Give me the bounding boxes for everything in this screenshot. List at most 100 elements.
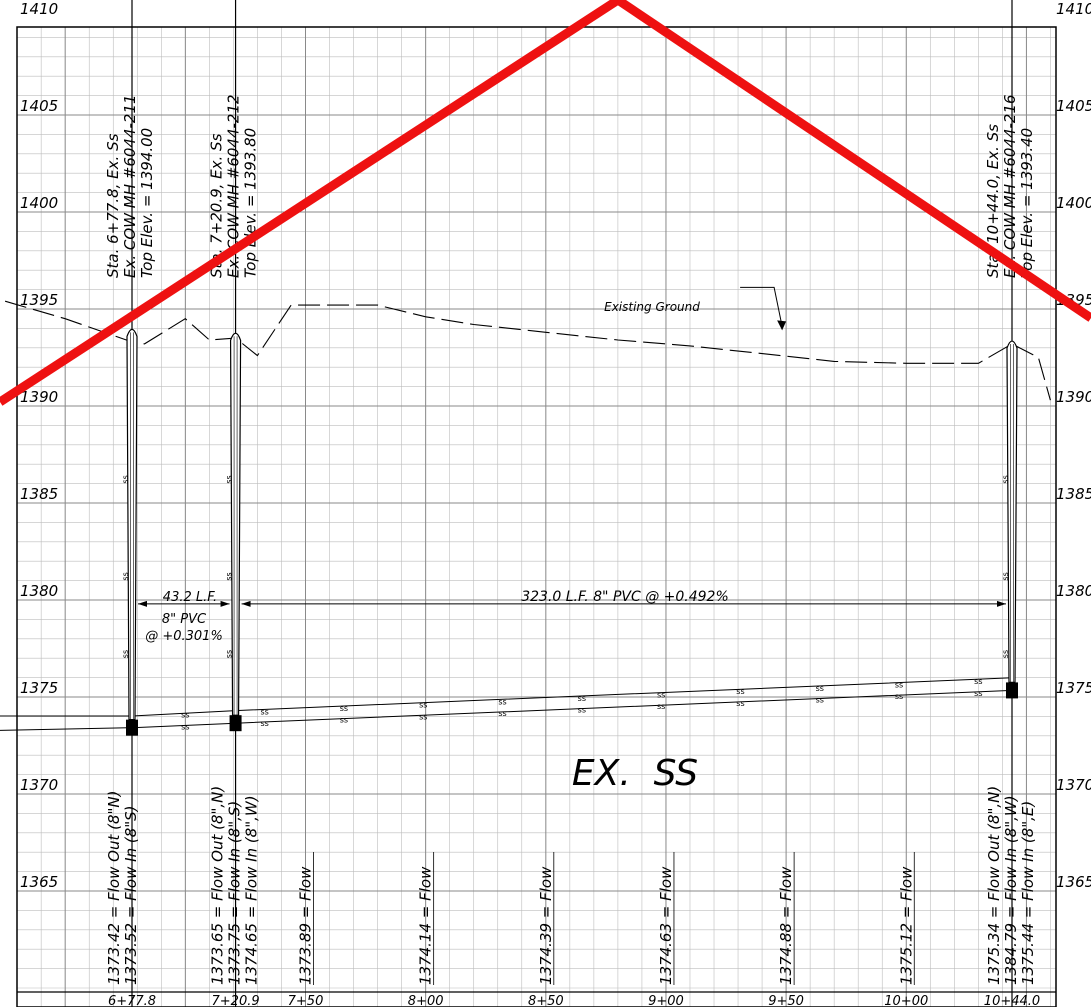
pipe-ss-marker: ss bbox=[498, 697, 506, 706]
manhole-ss-marker: ss bbox=[121, 650, 130, 658]
pipe-ss-marker: ss bbox=[736, 687, 744, 696]
manhole-ss-marker: ss bbox=[225, 572, 234, 580]
manhole-3-info-line: Ex. COW MH #6044-216 bbox=[1001, 94, 1019, 278]
manhole-2-base bbox=[229, 715, 242, 732]
dimension-lines bbox=[138, 600, 1006, 607]
elevation-label-right: 1385 bbox=[1056, 485, 1091, 503]
flow-label: 1374.14 = Flow bbox=[417, 866, 435, 985]
pipe-length-label-1: 43.2 L.F. bbox=[163, 590, 217, 605]
pipe-ss-marker: ss bbox=[816, 696, 824, 705]
red-x-mark bbox=[0, 0, 1091, 406]
pipe-ss-marker: ss bbox=[340, 704, 348, 713]
manhole-ss-marker: ss bbox=[1001, 475, 1010, 483]
pipe-ss-marker: ss bbox=[736, 699, 744, 708]
elevation-label-right: 1390 bbox=[1056, 388, 1091, 406]
elevation-label-right: 1410 bbox=[1056, 0, 1091, 18]
ground-label-arrowhead bbox=[777, 320, 787, 331]
manhole-ss-marker: ss bbox=[225, 475, 234, 483]
pipe-ss-marker: ss bbox=[657, 702, 665, 711]
station-label: 10+00 bbox=[884, 994, 928, 1007]
manhole-ss-marker: ss bbox=[225, 650, 234, 658]
manhole-2-info-line: Ex. COW MH #6044-212 bbox=[225, 94, 243, 278]
manhole-2-flow-line: 1373.65 = Flow Out (8",N) bbox=[209, 786, 227, 985]
pipe-ss-marker: ss bbox=[260, 707, 268, 716]
flow-label: 1374.39 = Flow bbox=[537, 866, 555, 985]
pipe-ss-marker: ss bbox=[419, 712, 427, 721]
pipe-slope-label-1: @ +0.301% bbox=[145, 629, 223, 644]
manhole-3-flow-line: 1375.44 = Flow In (8",E) bbox=[1019, 801, 1037, 985]
manhole-2-flow-line: 1374.65 = Flow In (8",W) bbox=[243, 795, 261, 985]
red-x-left-stroke bbox=[0, 0, 621, 406]
elevation-label-right: 1365 bbox=[1056, 873, 1091, 891]
elevation-label-right: 1380 bbox=[1056, 582, 1091, 600]
manhole-3-info-line: Top Elev. = 1393.40 bbox=[1018, 128, 1036, 278]
elevation-label-left: 1395 bbox=[20, 291, 58, 309]
elevation-label-right: 1400 bbox=[1056, 194, 1091, 212]
elevation-label-right: 1375 bbox=[1056, 679, 1091, 697]
elevation-label-left: 1390 bbox=[20, 388, 58, 406]
flow-label: 1374.63 = Flow bbox=[657, 866, 675, 985]
pipe-ss-marker: ss bbox=[578, 694, 586, 703]
ex-ss-title: EX. SS bbox=[572, 753, 698, 794]
elevation-label-left: 1375 bbox=[20, 679, 58, 697]
manhole-1-info-line: Sta. 6+77.8, Ex. Ss bbox=[104, 133, 122, 278]
elevation-label-left: 1365 bbox=[20, 873, 58, 891]
existing-ground-line bbox=[4, 286, 1051, 401]
manhole-3-barrel bbox=[1006, 340, 1018, 684]
elevation-label-right: 1405 bbox=[1056, 97, 1091, 115]
pipe-ss-marker: ss bbox=[895, 692, 903, 701]
annotations: 43.2 L.F. 8" PVC @ +0.301% 323.0 L.F. 8"… bbox=[145, 300, 729, 794]
station-labels: 6+77.8 7+20.9 7+50 8+00 8+50 9+00 9+50 10+00 10+… bbox=[108, 994, 1040, 1007]
flow-label: 1374.88 = Flow bbox=[777, 866, 795, 985]
elevation-label-left: 1380 bbox=[20, 582, 58, 600]
pipe-ss-marker: ss bbox=[260, 719, 268, 728]
pipe-material-label-1: 8" PVC bbox=[162, 612, 207, 627]
pipe-ss-marker: ss bbox=[974, 689, 982, 698]
pipe-segment-label-2: 323.0 L.F. 8" PVC @ +0.492% bbox=[521, 589, 729, 605]
flow-label: 1375.12 = Flow bbox=[897, 866, 915, 985]
elevation-label-left: 1385 bbox=[20, 485, 58, 503]
station-label: 7+50 bbox=[288, 994, 324, 1007]
flow-labels: 1373.89 = Flow 1374.14 = Flow 1374.39 = Fl… bbox=[297, 852, 915, 985]
manhole-1-info-line: Top Elev. = 1394.00 bbox=[138, 128, 156, 278]
manhole-2-flow-line: 1373.75 = Flow In (8",S) bbox=[226, 801, 244, 985]
manhole-1-barrel bbox=[126, 328, 138, 721]
pipe-crown-line bbox=[0, 677, 1013, 717]
ground-label-leader bbox=[740, 286, 783, 327]
pipe-ss-marker: ss bbox=[340, 716, 348, 725]
pipe-ss-marker: ss bbox=[974, 677, 982, 686]
profile-frame bbox=[16, 26, 1057, 1007]
flow-label: 1373.89 = Flow bbox=[297, 866, 315, 985]
elevation-label-left: 1400 bbox=[20, 194, 58, 212]
pipe-ss-marker: ss bbox=[181, 722, 189, 731]
pipe-ss-marker: ss bbox=[181, 711, 189, 720]
station-label: 9+00 bbox=[648, 994, 684, 1007]
station-label: 9+50 bbox=[768, 994, 804, 1007]
pipe-ss-marker: ss bbox=[578, 706, 586, 715]
manhole-1-flow-line: 1373.42 = Flow Out (8"N) bbox=[105, 791, 123, 985]
manhole-1-base bbox=[126, 719, 138, 736]
pipe-ss-marker: ss bbox=[657, 691, 665, 700]
major-grid bbox=[17, 27, 1056, 1007]
existing-ground-label: Existing Ground bbox=[604, 300, 700, 314]
manhole-3-info-line: Sta. 10+44.0, Ex. Ss bbox=[984, 124, 1002, 278]
manhole-info-labels: Sta. 6+77.8, Ex. Ss Ex. COW MH #6044-211 T… bbox=[104, 94, 1037, 985]
station-label: 6+77.8 bbox=[108, 994, 156, 1007]
existing-ground-profile bbox=[4, 300, 1051, 401]
dimension-segment-1-arrow-right bbox=[220, 600, 230, 607]
dimension-segment-2-arrow-right bbox=[997, 600, 1006, 607]
station-label: 8+50 bbox=[528, 994, 564, 1007]
pipe-ss-marker: ss bbox=[498, 709, 506, 718]
elevation-label-right: 1370 bbox=[1056, 776, 1091, 794]
station-label: 8+00 bbox=[408, 994, 444, 1007]
pipe-ss-marker: ss bbox=[895, 681, 903, 690]
station-label: 7+20.9 bbox=[212, 994, 260, 1007]
pipe-invert-line bbox=[0, 689, 1013, 731]
elevation-label-left: 1405 bbox=[20, 97, 58, 115]
manhole-ss-marker: ss bbox=[1001, 650, 1010, 658]
manhole-1-flow-line: 1373.52 = Flow In (8"S) bbox=[122, 805, 140, 985]
manhole-2-info-line: Top Elev. = 1393.80 bbox=[242, 128, 260, 278]
minor-grid bbox=[16, 27, 1056, 1007]
